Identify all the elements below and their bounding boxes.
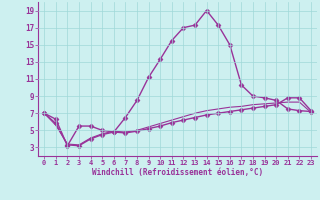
X-axis label: Windchill (Refroidissement éolien,°C): Windchill (Refroidissement éolien,°C) [92, 168, 263, 177]
